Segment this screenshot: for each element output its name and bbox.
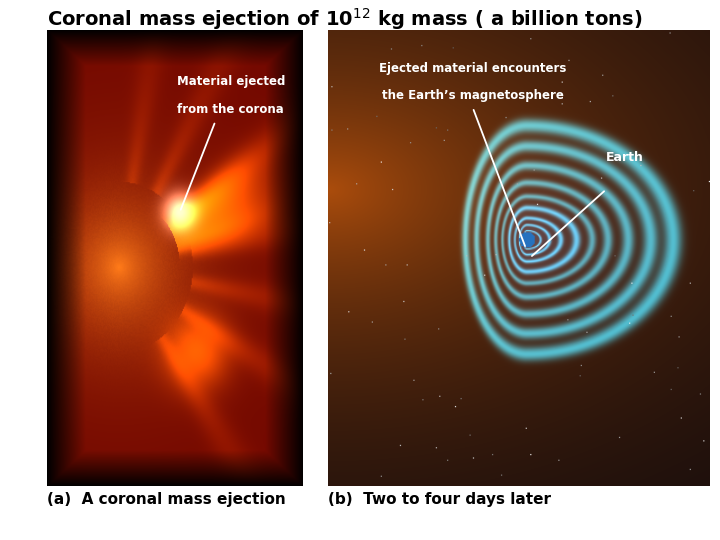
Text: Material ejected: Material ejected <box>176 76 285 89</box>
Text: from the corona: from the corona <box>177 103 284 116</box>
Text: (b)  Two to four days later: (b) Two to four days later <box>328 492 551 507</box>
Text: Coronal mass ejection of 10$^{12}$ kg mass ( a billion tons): Coronal mass ejection of 10$^{12}$ kg ma… <box>47 6 642 32</box>
Text: (a)  A coronal mass ejection: (a) A coronal mass ejection <box>47 492 286 507</box>
Text: the Earth’s magnetosphere: the Earth’s magnetosphere <box>382 89 564 102</box>
Text: Ejected material encounters: Ejected material encounters <box>379 62 567 75</box>
Text: Earth: Earth <box>606 151 644 164</box>
